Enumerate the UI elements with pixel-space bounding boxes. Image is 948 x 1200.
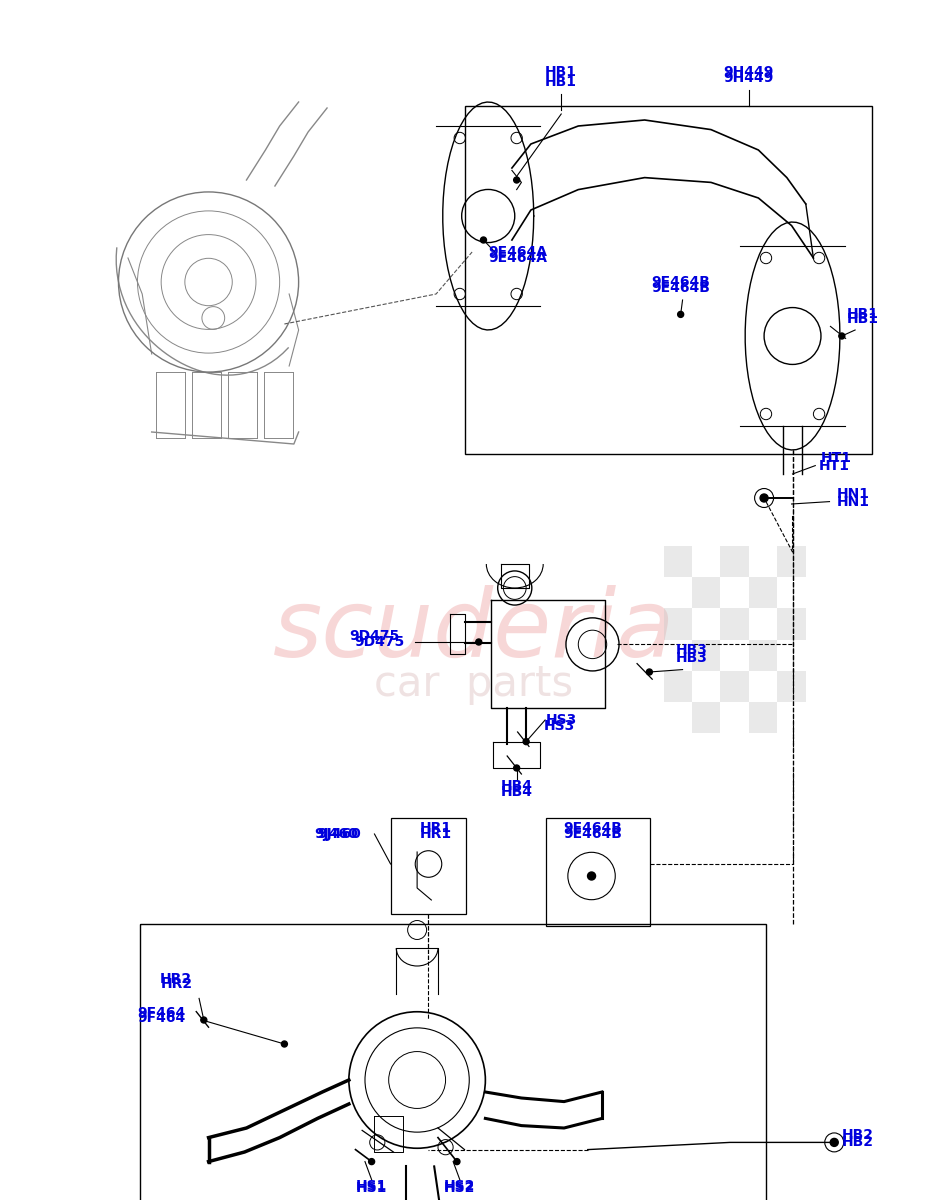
Text: HS2: HS2 xyxy=(444,1178,476,1193)
Text: HR1: HR1 xyxy=(420,827,452,841)
Text: HN1: HN1 xyxy=(837,494,869,509)
Bar xyxy=(777,671,806,702)
Bar xyxy=(664,577,692,608)
Text: 9J460: 9J460 xyxy=(318,827,361,841)
Bar xyxy=(749,577,777,608)
Bar xyxy=(720,608,749,640)
Bar xyxy=(140,924,766,1200)
Text: HR2: HR2 xyxy=(159,972,191,986)
Circle shape xyxy=(523,738,529,744)
Bar xyxy=(692,671,720,702)
Text: 9E464A: 9E464A xyxy=(488,251,547,265)
Text: HB3: HB3 xyxy=(676,650,708,665)
Text: HS3: HS3 xyxy=(546,713,576,727)
Circle shape xyxy=(201,1018,207,1022)
Text: HT1: HT1 xyxy=(819,458,849,473)
Text: 9J460: 9J460 xyxy=(315,827,358,841)
Circle shape xyxy=(760,494,768,502)
Text: HB4: HB4 xyxy=(501,785,533,799)
Text: 9E464B: 9E464B xyxy=(563,827,622,841)
Text: HR2: HR2 xyxy=(161,977,193,991)
Text: 9D475: 9D475 xyxy=(349,629,400,643)
Bar xyxy=(777,640,806,671)
Text: HB2: HB2 xyxy=(842,1135,874,1150)
Bar xyxy=(465,106,872,454)
Text: car  parts: car parts xyxy=(374,662,574,704)
Bar xyxy=(777,702,806,733)
Text: HR1: HR1 xyxy=(420,821,452,835)
Text: scuderia: scuderia xyxy=(273,584,675,676)
Bar xyxy=(777,577,806,608)
Bar xyxy=(720,577,749,608)
Bar xyxy=(777,546,806,577)
Text: HS1: HS1 xyxy=(356,1178,388,1193)
Circle shape xyxy=(647,670,652,674)
Bar xyxy=(391,818,466,914)
Text: HS2: HS2 xyxy=(444,1181,476,1195)
Text: HB1: HB1 xyxy=(545,74,577,89)
Bar xyxy=(664,671,692,702)
Bar xyxy=(692,546,720,577)
Bar xyxy=(749,546,777,577)
Text: 9E464B: 9E464B xyxy=(651,281,710,295)
Bar xyxy=(664,546,692,577)
Bar xyxy=(749,671,777,702)
Circle shape xyxy=(454,1158,460,1164)
Bar xyxy=(664,640,692,671)
Circle shape xyxy=(830,1139,838,1146)
Text: HS1: HS1 xyxy=(356,1181,388,1195)
Circle shape xyxy=(282,1040,287,1046)
Bar xyxy=(546,818,650,926)
Bar xyxy=(749,640,777,671)
Circle shape xyxy=(514,766,520,770)
Bar xyxy=(664,608,692,640)
Text: 9D475: 9D475 xyxy=(354,635,405,649)
Bar xyxy=(692,702,720,733)
Circle shape xyxy=(514,176,520,182)
Text: 9E464A: 9E464A xyxy=(488,245,547,259)
Bar xyxy=(720,640,749,671)
Bar xyxy=(692,577,720,608)
Text: HB2: HB2 xyxy=(842,1128,874,1142)
Text: 9F464: 9F464 xyxy=(137,1010,185,1025)
Circle shape xyxy=(839,332,845,338)
Bar xyxy=(692,608,720,640)
Circle shape xyxy=(476,638,482,646)
Bar xyxy=(720,546,749,577)
Circle shape xyxy=(678,312,684,318)
Text: 9E464B: 9E464B xyxy=(563,821,622,835)
Text: HB3: HB3 xyxy=(676,643,708,658)
Text: 9F464: 9F464 xyxy=(137,1006,185,1020)
Text: HN1: HN1 xyxy=(837,487,869,502)
Circle shape xyxy=(588,872,595,880)
Bar xyxy=(720,671,749,702)
Bar xyxy=(749,608,777,640)
Text: HB4: HB4 xyxy=(501,779,533,793)
Text: HB1: HB1 xyxy=(847,307,879,322)
Text: 9H449: 9H449 xyxy=(723,71,775,85)
Bar xyxy=(749,702,777,733)
Text: HT1: HT1 xyxy=(821,451,851,466)
Bar xyxy=(692,640,720,671)
Text: 9E464B: 9E464B xyxy=(651,275,710,289)
Bar xyxy=(777,608,806,640)
Bar xyxy=(720,702,749,733)
Bar xyxy=(664,702,692,733)
Text: HS3: HS3 xyxy=(544,719,574,733)
Circle shape xyxy=(369,1158,374,1164)
Text: 9H449: 9H449 xyxy=(723,65,775,79)
Text: HB1: HB1 xyxy=(545,65,577,79)
Text: HB1: HB1 xyxy=(847,312,879,326)
Circle shape xyxy=(481,236,486,242)
